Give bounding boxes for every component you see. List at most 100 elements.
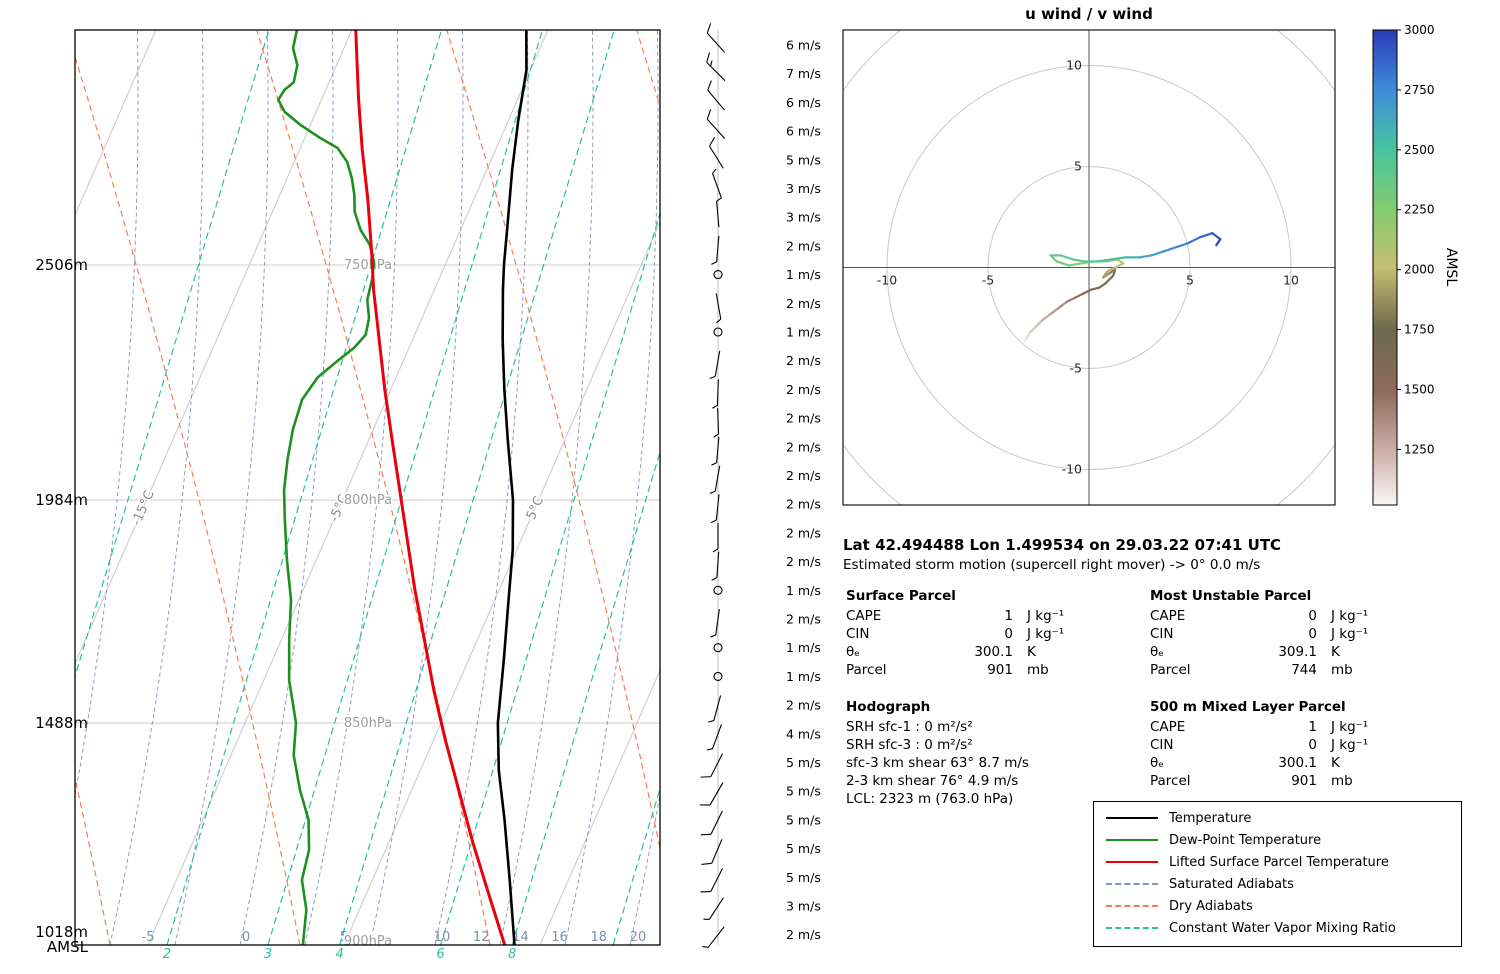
svg-text:2 m/s: 2 m/s [786,411,821,426]
legend-item-label: Dew-Point Temperature [1169,832,1322,848]
svg-text:2 m/s: 2 m/s [786,497,821,512]
svg-text:2500: 2500 [1404,143,1435,157]
svg-text:5°C: 5°C [524,494,547,522]
svg-text:2 m/s: 2 m/s [786,296,821,311]
svg-text:0: 0 [242,930,250,945]
svg-text:4: 4 [335,947,343,962]
mixing-ratio-labels: 2 3 4 6 8 [163,947,516,962]
parcel-row-label: θₑ [1150,644,1164,660]
most-unstable-parcel-table: CAPE 0 J kg⁻¹ CIN 0 J kg⁻¹ θₑ 309.1 K Parcel 744 mb [1150,607,1455,679]
colorbar: 1250 1500 1750 2000 2250 2500 2750 3000 AMSL [1372,23,1459,506]
legend-item-label: Constant Water Vapor Mixing Ratio [1169,920,1396,936]
svg-text:5 m/s: 5 m/s [786,812,821,827]
svg-text:5 m/s: 5 m/s [786,152,821,167]
parcel-row-value: 744 [1291,662,1317,678]
svg-text:20: 20 [630,930,647,945]
svg-text:4 m/s: 4 m/s [786,726,821,741]
legend-line-sample [1106,817,1158,819]
parcel-row: Parcel 901 mb [1150,772,1455,790]
legend-line-sample [1106,883,1158,885]
svg-text:1500: 1500 [1404,382,1435,396]
wind-barb [703,897,724,920]
wind-barb [715,293,722,324]
wind-barb [713,408,720,438]
storm-motion-line: Estimated storm motion (supercell right … [843,557,1261,573]
hodograph-stat-line: SRH sfc-1 : 0 m²/s² [846,719,973,735]
parcel-row-unit: J kg⁻¹ [1027,608,1065,624]
hodograph-stats-lines: SRH sfc-1 : 0 m²/s² SRH sfc-3 : 0 m²/s² sf… [846,718,1141,808]
wind-speed-labels: 6 m/s 7 m/s 6 m/s 6 m/s 5 m/s 3 m/s 3 m/s 2 m/s… [786,38,821,943]
parcel-row: θₑ 300.1 K [1150,754,1455,772]
svg-text:2 m/s: 2 m/s [786,439,821,454]
svg-text:800hPa: 800hPa [344,493,392,508]
most-unstable-parcel-title: Most Unstable Parcel [1150,588,1312,604]
parcel-row-unit: mb [1331,662,1353,678]
legend: Temperature Dew-Point Temperature Lifted S… [1093,801,1462,947]
wind-barb [706,724,722,751]
legend-item: Dew-Point Temperature [1094,829,1461,851]
parcel-row-label: CIN [1150,737,1174,753]
amsl-axis-label: AMSL [47,938,89,956]
legend-item: Lifted Surface Parcel Temperature [1094,851,1461,873]
wind-barb [700,868,724,893]
wind-barb [712,168,722,199]
wind-barb [708,695,722,723]
parcel-row: θₑ 300.1 K [846,643,1141,661]
height-axis-labels: 2506m 1984m 1488m 1018m [35,256,88,941]
parcel-row-value: 901 [1291,773,1317,789]
parcel-row-value: 0 [1308,626,1317,642]
hodograph-stats-block: Hodograph SRH sfc-1 : 0 m²/s² SRH sfc-3 :… [846,699,1141,808]
wind-barb [710,494,720,524]
svg-text:-15°C: -15°C [129,488,157,528]
colorbar-axis-label: AMSL [1443,248,1459,287]
svg-text:2 m/s: 2 m/s [786,698,821,713]
parcel-row-value: 0 [1308,608,1317,624]
svg-text:2 m/s: 2 m/s [786,382,821,397]
svg-text:5 m/s: 5 m/s [786,755,821,770]
svg-text:5 m/s: 5 m/s [786,784,821,799]
parcel-row: Parcel 901 mb [846,661,1141,679]
wind-barb [713,270,723,280]
wind-barb [713,585,723,595]
parcel-row-label: Parcel [846,662,887,678]
parcel-row-value: 300.1 [1278,755,1317,771]
legend-item-label: Dry Adiabats [1169,898,1253,914]
svg-text:-5: -5 [1070,361,1082,376]
legend-line-sample [1106,839,1158,841]
legend-item: Saturated Adiabats [1094,873,1461,895]
wind-barb [711,551,720,581]
mixed-layer-parcel-title: 500 m Mixed Layer Parcel [1150,699,1346,715]
parcel-row: θₑ 309.1 K [1150,643,1455,661]
svg-text:14: 14 [512,930,529,945]
svg-text:5: 5 [1186,273,1194,288]
wind-barb [701,839,723,865]
svg-text:1488m: 1488m [35,714,88,732]
hodograph-stat-line: 2-3 km shear 76° 4.9 m/s [846,773,1019,789]
mixed-layer-parcel-block: 500 m Mixed Layer Parcel CAPE 1 J kg⁻¹ CIN 0… [1150,699,1455,790]
svg-text:5: 5 [1074,159,1082,174]
parcel-row-value: 300.1 [974,644,1013,660]
wind-barb [713,327,723,337]
svg-text:1 m/s: 1 m/s [786,640,821,655]
svg-text:6 m/s: 6 m/s [786,124,821,139]
hodograph-frame [842,29,1336,506]
legend-line-sample [1106,905,1158,907]
parcel-row-label: CIN [1150,626,1174,642]
svg-text:3000: 3000 [1404,23,1435,37]
svg-text:2 m/s: 2 m/s [786,612,821,627]
hodograph-title: u wind / v wind [1025,5,1153,23]
svg-text:900hPa: 900hPa [344,934,392,949]
parcel-row-value: 0 [1308,737,1317,753]
svg-text:1 m/s: 1 m/s [786,267,821,282]
svg-text:5 m/s: 5 m/s [786,870,821,885]
svg-text:-5: -5 [142,930,155,945]
hodograph-tick-labels: -10 -5 5 10 -10 -5 5 10 [877,58,1299,477]
parcel-row: CAPE 0 J kg⁻¹ [1150,607,1455,625]
temperature-line [496,30,528,945]
svg-text:16: 16 [551,930,568,945]
parcel-row-value: 901 [987,662,1013,678]
parcel-row-label: Parcel [1150,773,1191,789]
wind-barb [712,522,719,553]
svg-text:2 m/s: 2 m/s [786,238,821,253]
